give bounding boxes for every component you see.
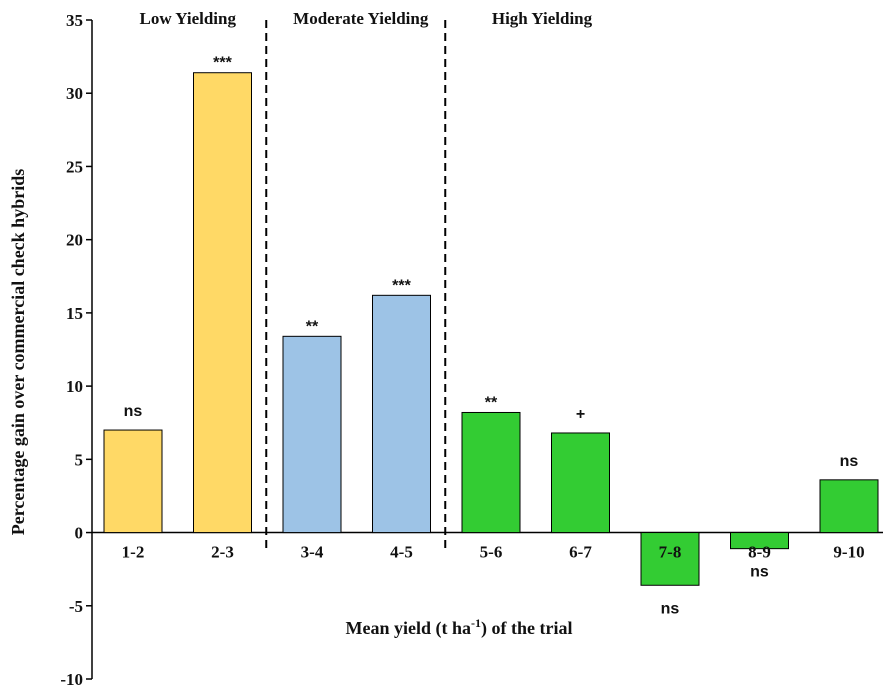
category-label: 3-4: [301, 543, 324, 562]
category-label: 8-9: [748, 543, 771, 562]
bar-9-10: [819, 479, 879, 534]
y-axis: -10 -5 0 5 10 15 20 25 30 35: [60, 11, 883, 689]
x-axis-title-tail: ) of the trial: [481, 618, 572, 639]
y-tick-label: -10: [60, 670, 83, 689]
category-label: 2-3: [211, 543, 234, 562]
significance-label: ns: [124, 403, 143, 420]
y-tick-label: 10: [66, 377, 83, 396]
y-tick-label: 30: [66, 84, 83, 103]
y-tick-label: 5: [75, 450, 84, 469]
significance-label: +: [576, 406, 585, 423]
category-label: 4-5: [390, 543, 413, 562]
group-dividers: [265, 20, 447, 548]
bar-3-4: [282, 335, 342, 534]
significance-label: ns: [661, 600, 680, 617]
significance-label: ***: [213, 55, 232, 72]
x-axis-title-superscript: -1: [471, 616, 481, 630]
y-tick-label: 15: [66, 304, 83, 323]
y-tick-label: -5: [69, 597, 83, 616]
significance-label: ***: [392, 277, 411, 294]
y-axis-title: Percentage gain over commercial check hy…: [8, 169, 28, 535]
bar-4-5: [372, 294, 431, 534]
bar-6-7: [551, 432, 610, 534]
category-label: 6-7: [569, 543, 592, 562]
bar-1-2: [103, 429, 163, 534]
y-tick-label: 20: [66, 231, 83, 250]
significance-label: **: [306, 318, 319, 335]
labels: 1-2 ns 2-3 *** 3-4 ** 4-5 *** 5-6 ** 6-7 +7-8 ns 8-9 n…: [122, 9, 865, 617]
group-label: Low Yielding: [139, 9, 236, 28]
x-axis-title-main: Mean yield (t ha: [346, 618, 472, 639]
group-label: High Yielding: [492, 9, 593, 28]
y-tick-label: 25: [66, 157, 83, 176]
category-label: 7-8: [659, 543, 682, 562]
significance-label: **: [485, 394, 498, 411]
y-tick-label: 0: [75, 524, 84, 543]
group-label: Moderate Yielding: [293, 9, 429, 28]
bar-5-6: [461, 411, 521, 534]
x-axis-title: Mean yield (t ha-1) of the trial: [346, 616, 573, 639]
category-label: 5-6: [480, 543, 503, 562]
bar-2-3: [193, 72, 252, 534]
y-tick-label: 35: [66, 11, 83, 30]
bar-8-9: [730, 532, 789, 550]
significance-label: ns: [840, 453, 859, 470]
bars: [103, 72, 879, 586]
category-label: 9-10: [833, 543, 864, 562]
bar-7-8: [640, 532, 700, 586]
significance-label: ns: [750, 564, 769, 581]
category-label: 1-2: [122, 543, 145, 562]
